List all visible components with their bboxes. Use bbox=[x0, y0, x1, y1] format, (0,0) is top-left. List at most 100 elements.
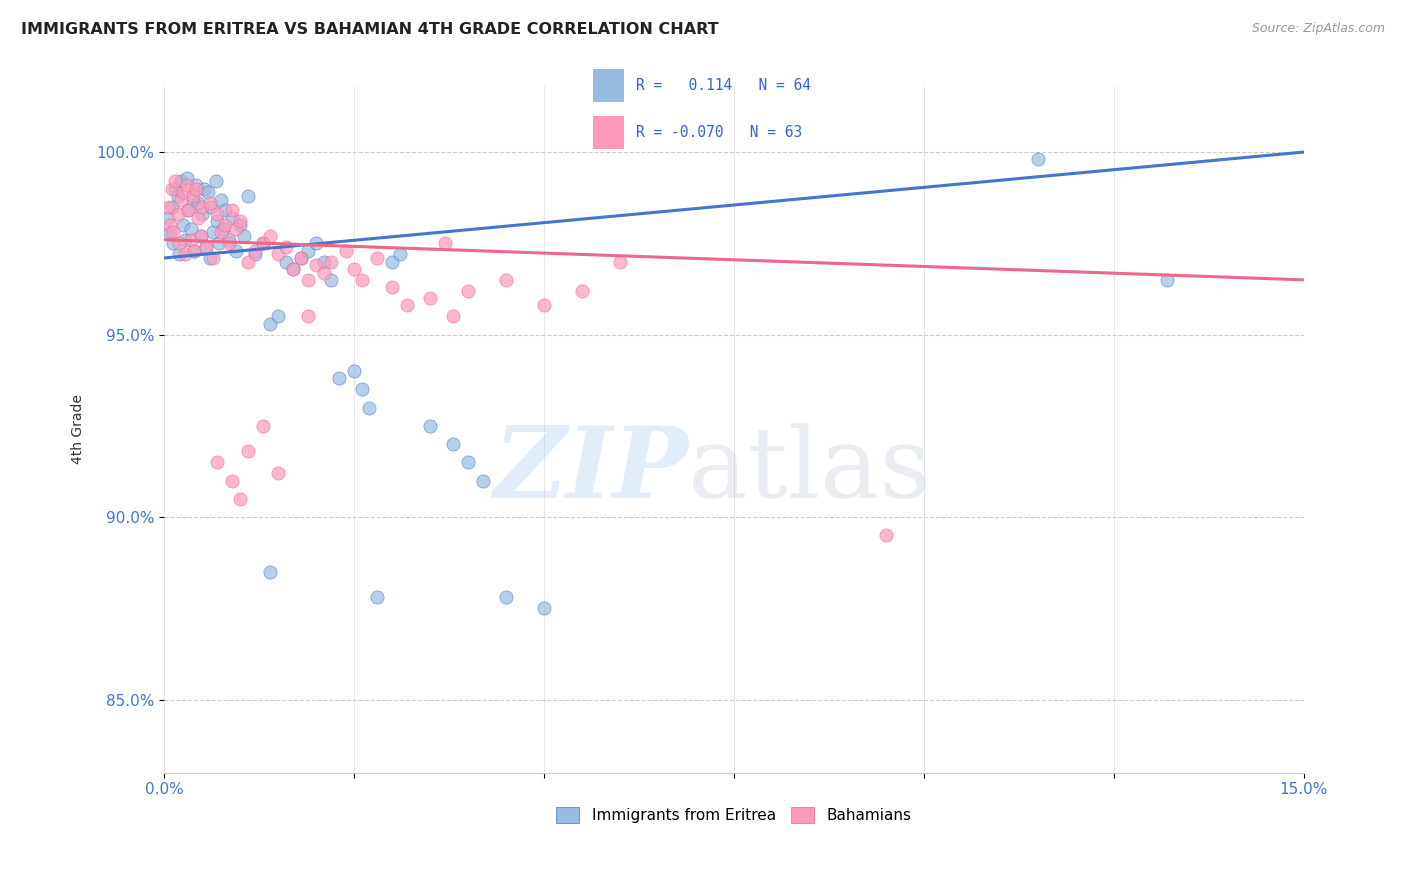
Point bbox=[172, 186, 194, 200]
Point bbox=[259, 565, 281, 579]
Point bbox=[190, 229, 212, 244]
Point bbox=[181, 193, 204, 207]
Point bbox=[305, 258, 328, 272]
Point bbox=[274, 240, 297, 254]
Point bbox=[208, 236, 231, 251]
Point bbox=[169, 236, 191, 251]
Point bbox=[236, 444, 259, 458]
Point bbox=[267, 310, 290, 324]
Point bbox=[156, 200, 179, 214]
Point bbox=[170, 193, 193, 207]
Point bbox=[366, 251, 388, 265]
Point bbox=[388, 247, 411, 261]
Point bbox=[290, 251, 312, 265]
Point bbox=[187, 196, 209, 211]
Point bbox=[197, 186, 219, 200]
Point bbox=[495, 273, 517, 287]
Point bbox=[472, 474, 495, 488]
Point bbox=[212, 221, 235, 235]
Point bbox=[252, 418, 274, 433]
Point bbox=[177, 203, 200, 218]
Point bbox=[335, 244, 357, 258]
Point bbox=[441, 310, 464, 324]
Point bbox=[160, 200, 183, 214]
Point bbox=[328, 371, 350, 385]
Point bbox=[209, 226, 232, 240]
Point bbox=[457, 455, 479, 469]
Point bbox=[169, 247, 191, 261]
Point bbox=[218, 233, 240, 247]
Point bbox=[381, 280, 404, 294]
Point bbox=[283, 261, 305, 276]
Point bbox=[190, 229, 212, 244]
Point bbox=[174, 247, 197, 261]
Point bbox=[533, 601, 555, 615]
Point bbox=[162, 236, 184, 251]
Point bbox=[321, 254, 343, 268]
Point bbox=[207, 207, 229, 221]
Point bbox=[214, 203, 236, 218]
Point bbox=[187, 211, 209, 225]
Point bbox=[290, 251, 312, 265]
Point bbox=[202, 226, 225, 240]
Point bbox=[495, 591, 517, 605]
Point bbox=[283, 261, 305, 276]
Point bbox=[267, 467, 290, 481]
Point bbox=[434, 236, 457, 251]
Point bbox=[245, 244, 267, 258]
Bar bbox=[593, 117, 624, 149]
Text: atlas: atlas bbox=[688, 423, 931, 518]
Point bbox=[221, 474, 243, 488]
Point bbox=[180, 233, 202, 247]
Point bbox=[229, 218, 252, 232]
Point bbox=[236, 189, 259, 203]
Point bbox=[191, 200, 214, 214]
Point bbox=[252, 236, 274, 251]
Point bbox=[297, 244, 319, 258]
Point bbox=[170, 174, 193, 188]
Point bbox=[396, 298, 419, 312]
Point bbox=[177, 203, 200, 218]
Point bbox=[343, 261, 366, 276]
Point bbox=[245, 247, 267, 261]
Point bbox=[184, 181, 207, 195]
Point bbox=[191, 207, 214, 221]
Point bbox=[204, 174, 226, 188]
Point bbox=[159, 218, 181, 232]
Legend: Immigrants from Eritrea, Bahamians: Immigrants from Eritrea, Bahamians bbox=[557, 807, 911, 823]
Point bbox=[274, 254, 297, 268]
Point bbox=[184, 178, 207, 192]
Point bbox=[221, 211, 243, 225]
Point bbox=[441, 437, 464, 451]
Text: Source: ZipAtlas.com: Source: ZipAtlas.com bbox=[1251, 22, 1385, 36]
Point bbox=[198, 251, 221, 265]
Point bbox=[225, 244, 247, 258]
Point bbox=[350, 273, 373, 287]
Point bbox=[267, 247, 290, 261]
Point bbox=[218, 236, 240, 251]
Point bbox=[321, 273, 343, 287]
Point bbox=[183, 244, 205, 258]
Point bbox=[193, 181, 215, 195]
Point bbox=[419, 418, 441, 433]
Bar bbox=[593, 70, 624, 102]
Point bbox=[381, 254, 404, 268]
Point bbox=[609, 254, 631, 268]
Point bbox=[366, 591, 388, 605]
Point bbox=[225, 221, 247, 235]
Point bbox=[533, 298, 555, 312]
Point bbox=[180, 221, 202, 235]
Point bbox=[359, 401, 381, 415]
Point bbox=[202, 251, 225, 265]
Point bbox=[259, 229, 281, 244]
Point bbox=[221, 203, 243, 218]
Point bbox=[207, 455, 229, 469]
Point bbox=[571, 284, 593, 298]
Point bbox=[312, 266, 335, 280]
Point bbox=[162, 226, 184, 240]
Point bbox=[198, 196, 221, 211]
Point bbox=[252, 236, 274, 251]
Point bbox=[350, 383, 373, 397]
Point bbox=[159, 226, 181, 240]
Point bbox=[174, 233, 197, 247]
